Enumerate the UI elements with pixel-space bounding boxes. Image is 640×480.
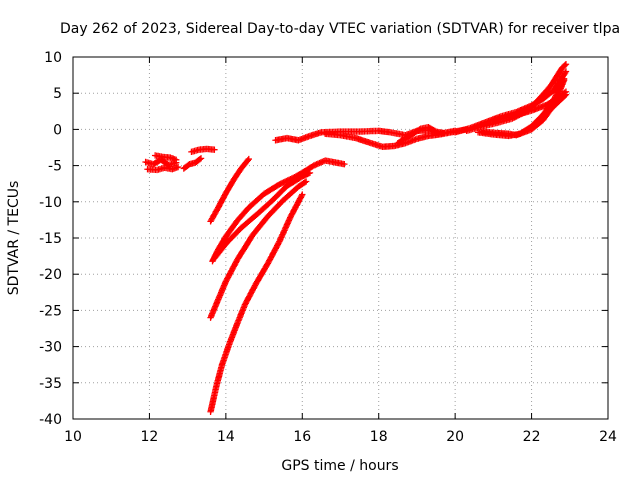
x-axis-label: GPS time / hours (281, 458, 398, 474)
series-track-8 (211, 169, 314, 262)
data-track (491, 89, 568, 124)
series-track-9 (207, 178, 310, 321)
series-track-19 (539, 91, 570, 119)
y-tick-label: 5 (53, 86, 62, 102)
data-points (142, 61, 570, 415)
y-tick-label: -25 (39, 303, 62, 319)
y-tick-label: 0 (53, 122, 62, 138)
y-tick-label: -10 (39, 195, 62, 211)
data-track (207, 192, 305, 414)
series-track-13 (394, 124, 447, 147)
series-track-10 (207, 191, 306, 415)
y-tick-label: -30 (39, 340, 62, 356)
series-track-6 (207, 155, 252, 225)
data-track (145, 164, 180, 173)
data-track (153, 152, 178, 163)
data-track (143, 157, 178, 168)
axis-ticks: 10 12 14 16 18 20 22 24 10 5 0 -5 -10 -15 -20 -25 -30 -35… (39, 50, 617, 445)
data-track (323, 126, 469, 150)
data-track (212, 170, 312, 261)
x-tick-label: 22 (523, 429, 541, 445)
plot-frame (72, 56, 609, 420)
data-track (209, 157, 347, 264)
y-tick-label: -40 (39, 412, 62, 428)
x-tick-label: 16 (293, 429, 311, 445)
x-tick-label: 18 (370, 429, 388, 445)
data-track (208, 179, 308, 320)
y-tick-label: -5 (48, 159, 62, 175)
chart-title: Day 262 of 2023, Sidereal Day-to-day VTE… (60, 21, 620, 37)
series-track-1 (142, 156, 180, 169)
series-track-12 (322, 126, 470, 150)
series-track-2 (144, 163, 182, 174)
y-tick-label: -35 (39, 376, 62, 392)
x-tick-label: 14 (217, 429, 235, 445)
series-track-4 (180, 155, 205, 172)
y-tick-label: 10 (44, 50, 62, 66)
y-tick-label: -15 (39, 231, 62, 247)
x-tick-label: 12 (141, 429, 159, 445)
x-tick-label: 20 (446, 429, 464, 445)
series-track-11 (272, 126, 459, 144)
x-tick-label: 10 (64, 429, 82, 445)
x-tick-label: 24 (599, 429, 617, 445)
data-track (541, 92, 569, 118)
series-track-3 (151, 152, 180, 164)
data-track (181, 156, 204, 171)
y-tick-label: -20 (39, 267, 62, 283)
series-track-5 (188, 145, 218, 156)
data-track (189, 145, 217, 155)
data-track (395, 124, 446, 146)
y-axis-label: SDTVAR / TECUs (6, 181, 22, 296)
data-track (208, 157, 251, 224)
